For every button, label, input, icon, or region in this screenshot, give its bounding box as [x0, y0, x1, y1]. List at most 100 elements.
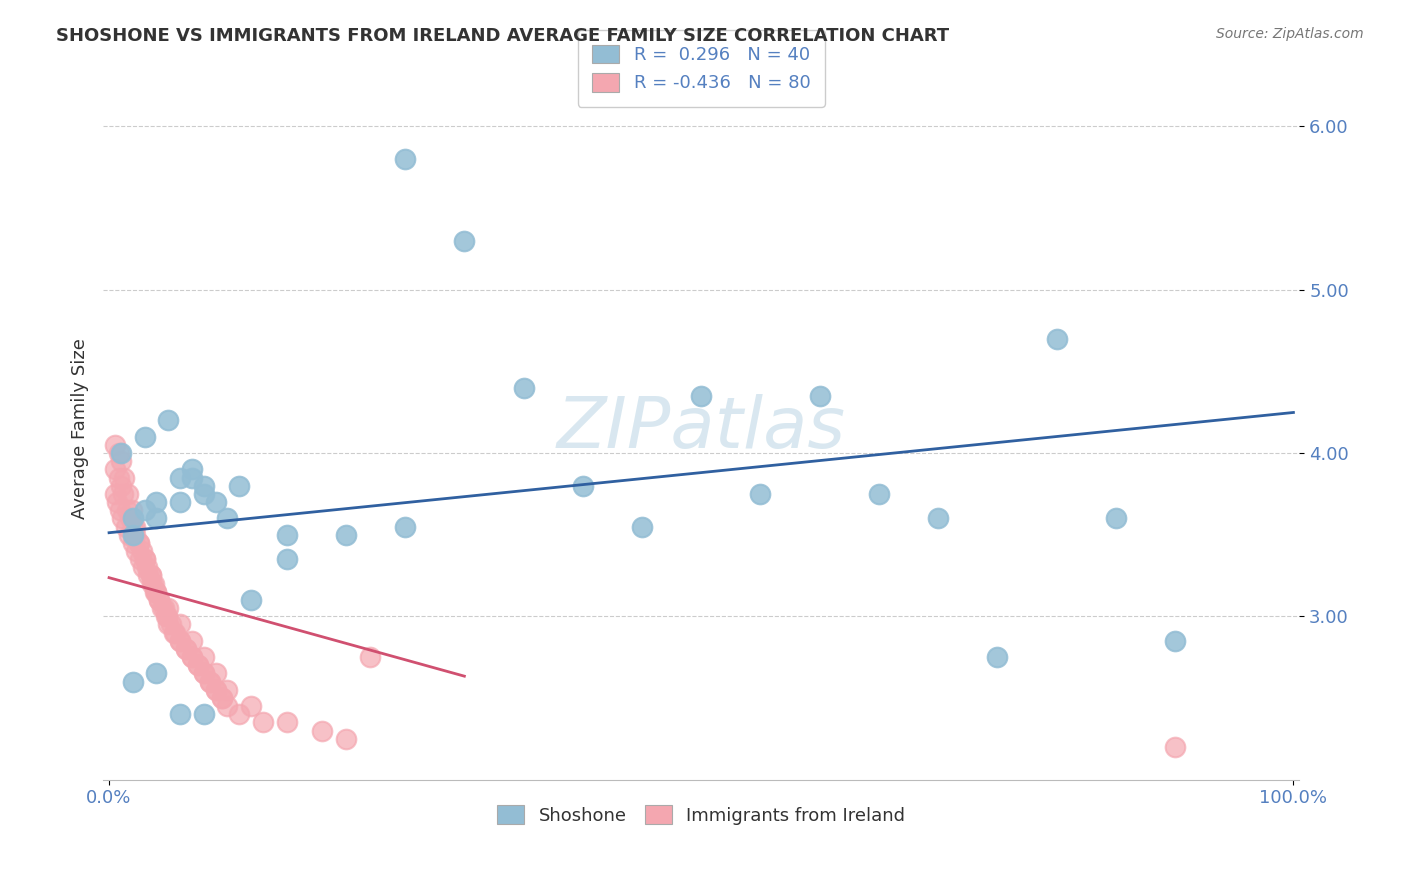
Point [217, 511, 239, 525]
Point [145, 584, 167, 599]
Point [105, 495, 128, 509]
Point [217, 682, 239, 697]
Point [749, 487, 772, 501]
Point [169, 707, 191, 722]
Legend: Shoshone, Immigrants from Ireland: Shoshone, Immigrants from Ireland [488, 797, 914, 834]
Point [145, 495, 167, 509]
Point [187, 658, 209, 673]
Point [335, 731, 357, 746]
Point [193, 487, 215, 501]
Text: ZIPatlas: ZIPatlas [557, 394, 846, 463]
Point [108, 503, 131, 517]
Point [193, 707, 215, 722]
Point [121, 536, 143, 550]
Point [228, 707, 250, 722]
Point [114, 470, 136, 484]
Point [228, 478, 250, 492]
Point [927, 511, 949, 525]
Point [204, 682, 226, 697]
Point [631, 519, 654, 533]
Point [193, 666, 215, 681]
Point [110, 446, 132, 460]
Point [152, 601, 174, 615]
Point [143, 584, 166, 599]
Point [128, 536, 150, 550]
Point [114, 519, 136, 533]
Point [311, 723, 333, 738]
Point [157, 601, 180, 615]
Point [136, 560, 159, 574]
Point [157, 617, 180, 632]
Point [156, 609, 179, 624]
Point [128, 536, 150, 550]
Point [128, 552, 150, 566]
Point [121, 511, 143, 525]
Point [193, 650, 215, 665]
Point [134, 552, 156, 566]
Point [145, 584, 167, 599]
Point [808, 389, 831, 403]
Point [204, 682, 226, 697]
Point [690, 389, 713, 403]
Point [134, 552, 156, 566]
Point [252, 715, 274, 730]
Point [148, 593, 170, 607]
Point [169, 495, 191, 509]
Point [174, 642, 197, 657]
Point [198, 674, 221, 689]
Point [198, 674, 221, 689]
Point [1105, 511, 1128, 525]
Point [181, 650, 204, 665]
Point [139, 568, 162, 582]
Point [145, 666, 167, 681]
Point [181, 470, 204, 484]
Point [139, 568, 162, 582]
Point [169, 470, 191, 484]
Point [193, 666, 215, 681]
Point [112, 487, 135, 501]
Point [148, 593, 170, 607]
Point [868, 487, 890, 501]
Point [276, 527, 298, 541]
Point [115, 503, 138, 517]
Point [104, 462, 127, 476]
Point [117, 487, 139, 501]
Point [394, 519, 416, 533]
Point [150, 601, 173, 615]
Point [169, 633, 191, 648]
Point [240, 699, 263, 714]
Point [145, 511, 167, 525]
Point [204, 666, 226, 681]
Point [121, 527, 143, 541]
Point [181, 633, 204, 648]
Point [118, 527, 141, 541]
Point [131, 544, 153, 558]
Point [111, 511, 134, 525]
Point [110, 454, 132, 468]
Point [1164, 633, 1187, 648]
Point [121, 519, 143, 533]
Point [187, 658, 209, 673]
Point [572, 478, 595, 492]
Text: SHOSHONE VS IMMIGRANTS FROM IRELAND AVERAGE FAMILY SIZE CORRELATION CHART: SHOSHONE VS IMMIGRANTS FROM IRELAND AVER… [56, 27, 949, 45]
Point [121, 503, 143, 517]
Point [134, 503, 156, 517]
Point [181, 650, 204, 665]
Point [155, 609, 177, 624]
Point [163, 625, 186, 640]
Point [453, 234, 475, 248]
Point [125, 544, 148, 558]
Point [276, 715, 298, 730]
Y-axis label: Average Family Size: Average Family Size [72, 338, 89, 519]
Point [193, 478, 215, 492]
Point [124, 519, 146, 533]
Point [165, 625, 187, 640]
Point [240, 593, 263, 607]
Point [211, 690, 233, 705]
Point [134, 430, 156, 444]
Point [121, 674, 143, 689]
Point [169, 633, 191, 648]
Point [335, 527, 357, 541]
Point [110, 478, 132, 492]
Point [132, 560, 155, 574]
